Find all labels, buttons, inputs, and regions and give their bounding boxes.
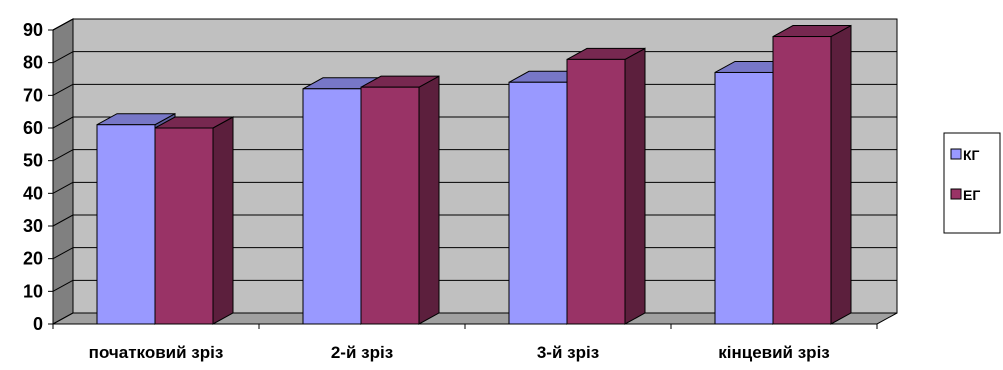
- bar: [772, 36, 832, 325]
- y-tick-label: 10: [23, 281, 43, 301]
- gridline-side: [52, 149, 74, 162]
- bars: [96, 24, 852, 325]
- x-tick-label: 3-й зріз: [537, 343, 599, 362]
- y-tick-label: 0: [33, 314, 43, 334]
- y-tick-label: 70: [23, 85, 43, 105]
- legend-swatch: [950, 188, 962, 200]
- y-tick-label: 40: [23, 183, 43, 203]
- bar: [302, 88, 362, 325]
- gridline-side: [52, 51, 74, 64]
- gridline-side: [52, 247, 74, 260]
- y-tick-label: 50: [23, 151, 43, 171]
- legend-label: КГ: [963, 147, 980, 163]
- bar: [508, 81, 568, 325]
- gridline-side: [52, 83, 74, 96]
- bar: [154, 127, 214, 325]
- bar-side: [212, 116, 234, 325]
- gridline-side: [52, 181, 74, 194]
- gridline-side: [52, 279, 74, 292]
- gridline-side: [52, 116, 74, 129]
- side-wall: [52, 18, 74, 325]
- x-tick-label: кінцевий зріз: [718, 343, 830, 362]
- gridline-side: [52, 214, 74, 227]
- bar-side: [418, 75, 440, 325]
- bar: [566, 58, 626, 325]
- bar: [96, 124, 156, 325]
- y-tick-label: 60: [23, 118, 43, 138]
- y-tick-label: 80: [23, 53, 43, 73]
- x-tick-label: початковий зріз: [89, 343, 224, 362]
- axes: 0 10 20 30 40 50 60 70 80 90 початковий зріз 2-й зр…: [23, 20, 878, 362]
- legend-swatch: [950, 148, 962, 160]
- bar-side: [624, 47, 646, 325]
- y-tick-label: 20: [23, 249, 43, 269]
- legend: КГ ЕГ: [943, 132, 1001, 234]
- y-tick-label: 90: [23, 20, 43, 40]
- bar: [714, 71, 774, 325]
- gridline-side: [52, 18, 74, 31]
- x-tick-label: 2-й зріз: [331, 343, 393, 362]
- bar-side: [830, 24, 852, 325]
- y-tick-label: 30: [23, 216, 43, 236]
- legend-label: ЕГ: [963, 187, 980, 203]
- bar: [360, 86, 420, 325]
